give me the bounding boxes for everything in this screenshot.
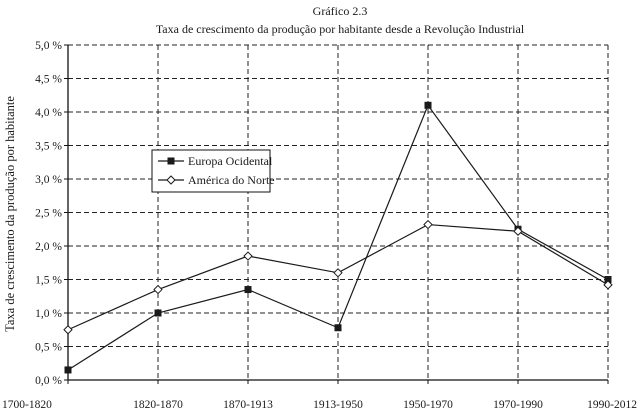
- y-tick-label: 3,0 %: [35, 174, 62, 186]
- x-tick-label: 1870-1913: [223, 399, 273, 411]
- legend-box: [151, 149, 271, 193]
- y-tick-label: 5,0 %: [35, 40, 62, 52]
- chart-title: Gráfico 2.3: [313, 4, 368, 18]
- x-tick-label: 1700-1820: [2, 399, 52, 411]
- y-tick-label: 2,5 %: [35, 208, 62, 220]
- y-tick-labels: 0,0 % 0,5 % 1,0 % 1,5 % 2,0 % 2,5 % 3,0 % 3,5 %…: [35, 40, 62, 387]
- x-tick-label: 1820-1870: [133, 399, 183, 411]
- chart-subtitle: Taxa de crescimento da produção por habi…: [156, 22, 525, 36]
- data-point-america-do-norte: [153, 284, 163, 295]
- x-tick-labels: 1700-1820 1820-1870 1870-1913 1913-1950 1950…: [2, 399, 637, 411]
- legend-marker-europa: [167, 157, 175, 165]
- axis-lines: [67, 45, 608, 381]
- x-tick-label: 1913-1950: [313, 399, 363, 411]
- y-tick-label: 3,5 %: [35, 141, 62, 153]
- data-point-america-do-norte: [513, 226, 523, 236]
- x-tick-label: 1950-1970: [403, 399, 453, 411]
- grid: [68, 44, 609, 380]
- y-tick-label: 0,0 %: [35, 375, 62, 387]
- y-tick-label: 4,0 %: [35, 107, 62, 119]
- data-point-europa-ocidental: [604, 276, 612, 283]
- legend-label-america: América do Norte: [188, 173, 275, 187]
- y-tick-label: 1,0 %: [35, 308, 62, 320]
- series: [63, 101, 613, 374]
- y-tick-label: 2,0 %: [35, 241, 62, 253]
- data-point-europa-ocidental: [64, 366, 72, 374]
- data-point-america-do-norte: [63, 325, 73, 335]
- x-tick-label: 1970-1990: [493, 399, 543, 411]
- data-point-america-do-norte: [243, 251, 253, 261]
- legend-label-europa: Europa Ocidental: [188, 154, 273, 168]
- data-point-europa-ocidental: [424, 101, 432, 109]
- legend-marker-america: [166, 175, 176, 185]
- data-point-america-do-norte: [333, 268, 343, 278]
- y-axis-label: Taxa de crescimento da produção por habi…: [3, 96, 17, 332]
- y-tick-label: 1,5 %: [35, 275, 62, 287]
- data-point-america-do-norte: [423, 219, 433, 230]
- axes: [64, 44, 609, 384]
- y-tick-label: 4,5 %: [35, 74, 62, 86]
- data-point-europa-ocidental: [334, 324, 342, 332]
- data-point-america-do-norte: [603, 280, 613, 290]
- legend: Europa Ocidental América do Norte: [151, 149, 275, 193]
- data-point-europa-ocidental: [244, 286, 252, 294]
- data-point-europa-ocidental: [154, 309, 162, 317]
- x-tick-label: 1990-2012: [587, 399, 637, 411]
- y-tick-label: 0,5 %: [35, 342, 62, 354]
